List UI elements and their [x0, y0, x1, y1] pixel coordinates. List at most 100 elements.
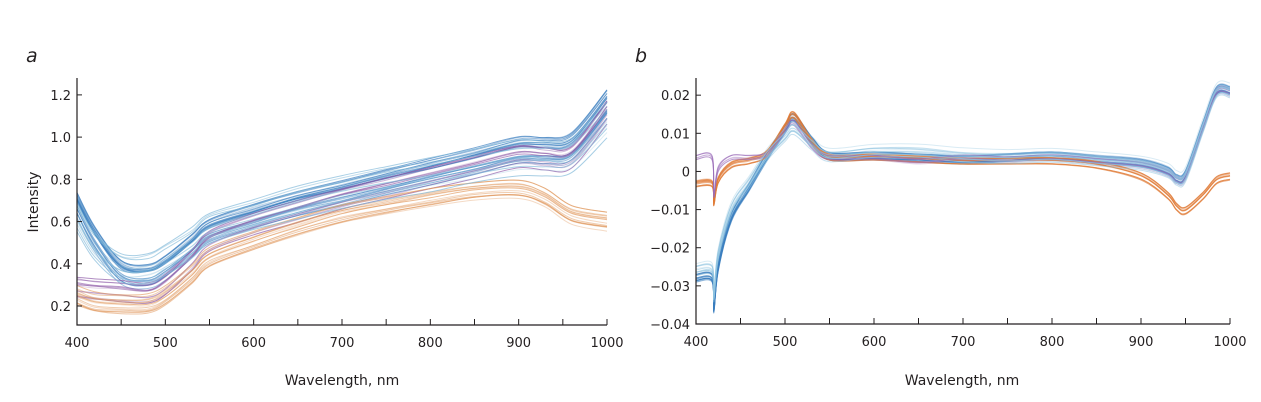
series-line-group-orange [76, 183, 608, 304]
series-line-group-blue [76, 96, 608, 272]
series-line-group-purple [76, 123, 608, 304]
series-line-group-lightblue [695, 84, 1231, 294]
y-tick-label: −0.03 [650, 280, 690, 295]
y-tick-label: 0.8 [50, 173, 71, 188]
series-line-group-blue [695, 84, 1231, 306]
y-tick-label: 0.01 [661, 127, 690, 142]
x-tick-label: 1000 [590, 336, 623, 351]
y-tick-label: 0.4 [50, 258, 71, 273]
panel-a-x-axis-title: Wavelength, nm [285, 373, 399, 389]
series-line-group-blue [695, 90, 1231, 312]
series-line-group-blue [695, 83, 1231, 306]
series-group-lightblue [76, 101, 608, 285]
panel-a-y-axis-title: Intensity [26, 172, 42, 233]
series-line-group-blue [695, 83, 1231, 307]
series-line-group-orange [76, 185, 608, 302]
panel-a-x-ticks: 400 500 600 700 800 900 1000 [65, 319, 624, 351]
panel-b: b 400 500 600 700 800 900 1000 −0.04 −0.03 −0.02… [635, 45, 1247, 389]
series-group-purple [76, 100, 608, 304]
series-line-group-orange [76, 185, 608, 307]
series-group-orange [76, 179, 608, 315]
series-line-group-purple [76, 119, 608, 304]
x-tick-label: 1000 [1213, 335, 1246, 350]
x-tick-label: 400 [684, 335, 709, 350]
series-line-group-orange [76, 194, 608, 312]
y-tick-label: 0 [682, 165, 690, 180]
series-line-group-orange [76, 182, 608, 301]
y-tick-label: −0.01 [650, 204, 690, 219]
series-line-group-purple [76, 106, 608, 292]
series-line-group-lightblue [76, 125, 608, 278]
series-line-group-lightblue [76, 121, 608, 269]
series-line-group-lightblue [695, 86, 1231, 294]
series-line-group-orange [695, 111, 1231, 209]
series-group-lightblue [695, 80, 1231, 303]
panel-a: a 400 500 600 700 800 900 1000 0.2 0.4 0.6 0.8 1.0… [26, 45, 624, 389]
series-line-group-orange [695, 117, 1231, 215]
series-line-group-purple [76, 100, 608, 287]
series-line-group-blue [76, 110, 608, 283]
y-tick-label: 0.02 [661, 89, 690, 104]
series-group-purple [695, 85, 1231, 199]
series-line-group-blue [76, 95, 608, 272]
series-line-group-orange [76, 187, 608, 306]
series-line-group-orange [76, 191, 608, 309]
y-tick-label: −0.02 [650, 242, 690, 257]
series-line-group-lightblue [76, 132, 608, 278]
x-tick-label: 400 [65, 336, 90, 351]
x-tick-label: 900 [506, 336, 531, 351]
panel-a-lines [76, 89, 608, 315]
series-line-group-blue [76, 98, 608, 269]
x-tick-label: 500 [153, 336, 178, 351]
x-tick-label: 800 [1040, 335, 1065, 350]
series-line-group-blue [695, 91, 1231, 312]
series-line-group-blue [695, 89, 1231, 313]
panel-b-x-ticks: 400 500 600 700 800 900 1000 [684, 318, 1247, 350]
x-tick-label: 800 [418, 336, 443, 351]
panel-b-lines [695, 80, 1231, 314]
series-line-group-purple [695, 85, 1231, 195]
series-line-group-lightblue [695, 80, 1231, 291]
y-tick-label: 0.6 [50, 216, 71, 231]
panel-b-axes [695, 78, 1230, 325]
series-line-group-lightblue [76, 101, 608, 257]
series-line-group-blue [695, 93, 1231, 314]
series-line-group-blue [695, 91, 1231, 314]
x-tick-label: 900 [1129, 335, 1154, 350]
x-tick-label: 500 [773, 335, 798, 350]
series-line-group-orange [76, 186, 608, 304]
series-line-group-lightblue [695, 92, 1231, 301]
series-line-group-lightblue [76, 105, 608, 259]
series-line-group-lightblue [76, 118, 608, 273]
series-line-group-purple [76, 117, 608, 298]
series-line-group-lightblue [76, 108, 608, 261]
y-tick-label: 1.0 [50, 131, 71, 146]
series-line-group-lightblue [695, 86, 1231, 299]
panel-a-y-ticks: 0.2 0.4 0.6 0.8 1.0 1.2 [50, 89, 82, 315]
series-line-group-blue [695, 91, 1231, 312]
series-line-group-blue [76, 112, 608, 282]
series-line-group-orange [76, 179, 608, 296]
y-tick-label: 0.2 [50, 300, 71, 315]
series-line-group-orange [76, 197, 608, 314]
y-tick-label: 1.2 [50, 89, 71, 104]
series-line-group-orange [76, 190, 608, 311]
x-tick-label: 700 [330, 336, 355, 351]
series-line-group-lightblue [695, 92, 1231, 300]
series-line-group-blue [695, 85, 1231, 307]
x-tick-label: 700 [951, 335, 976, 350]
panel-b-x-axis-title: Wavelength, nm [905, 373, 1019, 389]
series-line-group-blue [695, 89, 1231, 311]
series-line-group-lightblue [76, 123, 608, 274]
series-line-group-lightblue [695, 94, 1231, 303]
x-tick-label: 600 [862, 335, 887, 350]
panel-letter-a: a [26, 45, 38, 67]
series-line-group-lightblue [76, 128, 608, 281]
series-line-group-blue [695, 85, 1231, 306]
series-line-group-blue [695, 89, 1231, 310]
panel-letter-b: b [635, 45, 647, 67]
series-line-group-blue [695, 87, 1231, 310]
series-line-group-lightblue [695, 86, 1231, 297]
series-line-group-lightblue [695, 86, 1231, 294]
